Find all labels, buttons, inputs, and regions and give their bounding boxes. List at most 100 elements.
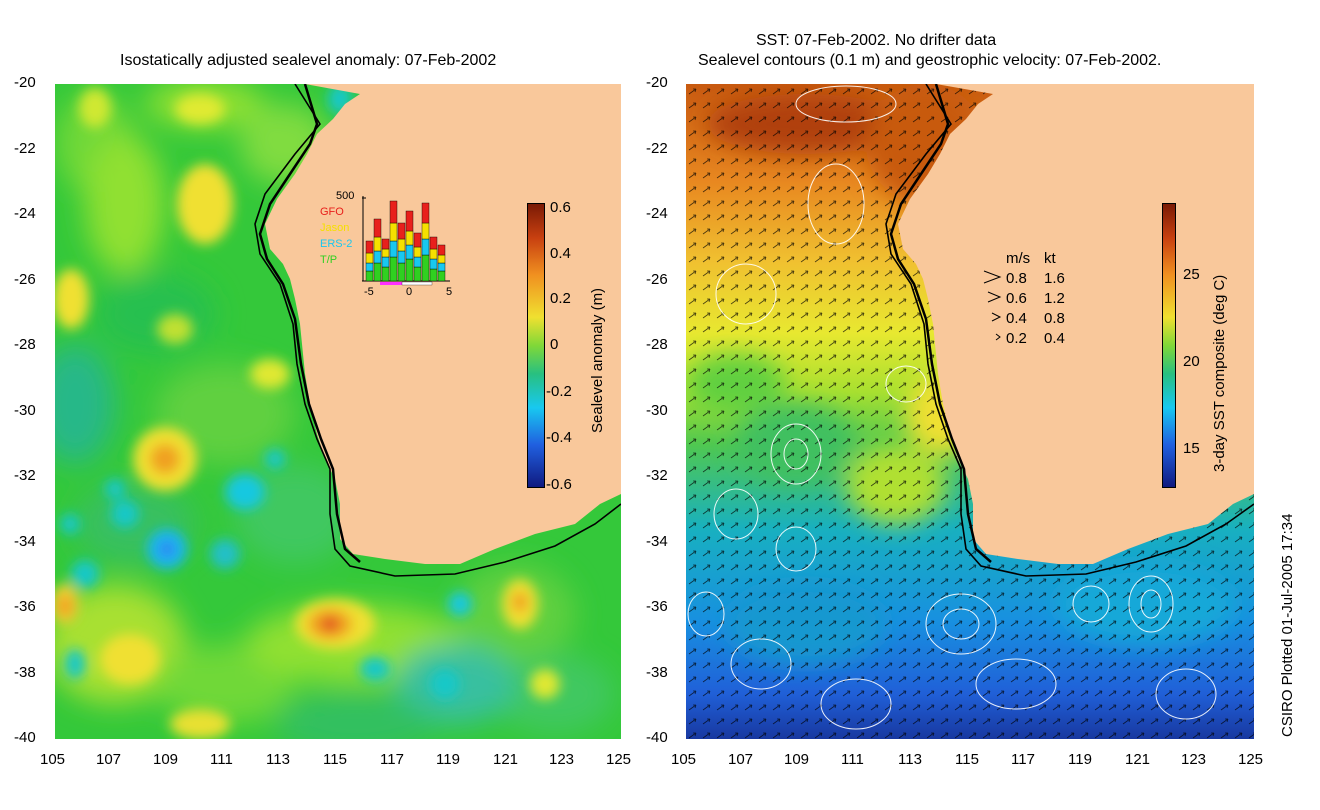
velocity-ms-value: 0.4 <box>1006 310 1027 327</box>
sst-field <box>686 84 1254 739</box>
right-map-title-line1: SST: 07-Feb-2002. No drifter data <box>756 32 997 49</box>
colorbar-tick: -0.6 <box>546 476 572 493</box>
satellite-bar <box>365 270 374 282</box>
sealevel-colorbar <box>527 203 545 488</box>
satellite-bar <box>373 236 382 252</box>
mission-jason: Jason <box>320 222 350 234</box>
satellite-bar <box>381 238 390 250</box>
sealevel-colorbar-label: Sealevel anomaly (m) <box>589 287 606 433</box>
x-tick: 109 <box>153 751 179 768</box>
x-tick: 107 <box>728 751 754 768</box>
inset-x-tick: 5 <box>446 286 453 298</box>
y-tick: -20 <box>14 74 36 91</box>
y-tick: -40 <box>14 729 36 746</box>
colorbar-tick: 0.4 <box>550 245 571 262</box>
y-tick: -20 <box>646 74 668 91</box>
colorbar-tick: 25 <box>1183 266 1200 283</box>
colorbar-tick: 0 <box>550 336 559 353</box>
satellite-bar <box>397 222 406 240</box>
mission-ers2: ERS-2 <box>320 238 353 250</box>
velocity-kt-value: 1.6 <box>1044 270 1065 287</box>
satellite-bar <box>365 240 374 254</box>
colorbar-tick: 15 <box>1183 440 1200 457</box>
inset-x-tick: 0 <box>406 286 413 298</box>
sealevel-anomaly-field <box>55 84 621 739</box>
mission-gfo: GFO <box>320 206 344 218</box>
satellite-bar <box>389 222 398 242</box>
colorbar-tick: 0.6 <box>550 199 571 216</box>
satellite-bar <box>373 218 382 238</box>
satellite-bar <box>437 262 446 272</box>
satellite-bar-chart <box>362 196 450 286</box>
y-tick: -38 <box>646 664 668 681</box>
x-tick: 123 <box>549 751 575 768</box>
satellite-bar <box>429 258 438 270</box>
x-tick: 117 <box>1011 751 1035 768</box>
sealevel-contours <box>687 85 1217 730</box>
satellite-bar <box>365 262 374 272</box>
satellite-bar <box>397 238 406 252</box>
x-tick: 109 <box>784 751 810 768</box>
satellite-bar <box>381 266 390 282</box>
satellite-bar <box>421 222 430 240</box>
satellite-coverage-inset: 500 GFO Jason ERS-2 T/P -5 0 5 <box>318 190 458 300</box>
x-tick: 111 <box>210 751 233 768</box>
velocity-ms-value: 0.2 <box>1006 330 1027 347</box>
x-tick: 119 <box>436 751 460 768</box>
mission-tp: T/P <box>320 254 338 266</box>
satellite-bar <box>429 248 438 260</box>
satellite-bar <box>429 268 438 282</box>
satellite-bar <box>421 238 430 256</box>
x-tick: 115 <box>955 751 979 768</box>
shelf-break-contour <box>254 84 621 577</box>
x-tick: 121 <box>1125 751 1151 768</box>
satellite-bar <box>413 246 422 258</box>
sst-colorbar <box>1162 203 1176 488</box>
y-tick: -30 <box>646 402 668 419</box>
x-tick: 113 <box>266 751 290 768</box>
satellite-bar <box>413 266 422 282</box>
y-tick: -34 <box>14 533 36 550</box>
velocity-ms-value: 0.8 <box>1006 270 1027 287</box>
x-tick: 119 <box>1068 751 1092 768</box>
y-tick: -26 <box>646 271 668 288</box>
sst-map <box>686 84 1254 739</box>
satellite-bar <box>405 244 414 260</box>
y-tick: -30 <box>14 402 36 419</box>
x-tick: 111 <box>841 751 864 768</box>
sealevel-anomaly-map <box>55 84 621 739</box>
satellite-bar <box>437 244 446 256</box>
satellite-bar <box>437 270 446 282</box>
y-tick: -22 <box>14 140 36 157</box>
y-tick: -24 <box>646 205 668 222</box>
colorbar-tick: 20 <box>1183 353 1200 370</box>
satellite-bar <box>389 200 398 224</box>
y-tick: -36 <box>14 598 36 615</box>
velocity-kt-value: 1.2 <box>1044 290 1065 307</box>
satellite-bar <box>389 240 398 258</box>
y-tick: -24 <box>14 205 36 222</box>
y-tick: -38 <box>14 664 36 681</box>
satellite-bar <box>389 256 398 282</box>
y-tick: -26 <box>14 271 36 288</box>
satellite-bar <box>421 254 430 282</box>
satellite-bar <box>405 230 414 246</box>
satellite-bar <box>373 250 382 264</box>
satellite-count-label: 500 <box>336 190 355 202</box>
velocity-arrow-icons <box>983 270 1002 341</box>
satellite-bar <box>413 256 422 268</box>
y-tick: -28 <box>14 336 36 353</box>
y-tick: -34 <box>646 533 668 550</box>
satellite-bar <box>373 262 382 282</box>
satellite-bar <box>397 250 406 264</box>
x-tick: 125 <box>606 751 632 768</box>
satellite-bar <box>429 236 438 250</box>
satellite-bar <box>405 210 414 232</box>
satellite-bar <box>381 248 390 258</box>
satellite-bar <box>365 252 374 264</box>
velocity-kt-value: 0.4 <box>1044 330 1065 347</box>
velocity-header-ms: m/s <box>1006 250 1031 267</box>
satellite-bar <box>413 232 422 248</box>
inset-x-tick: -5 <box>364 286 374 298</box>
x-tick: 113 <box>898 751 922 768</box>
